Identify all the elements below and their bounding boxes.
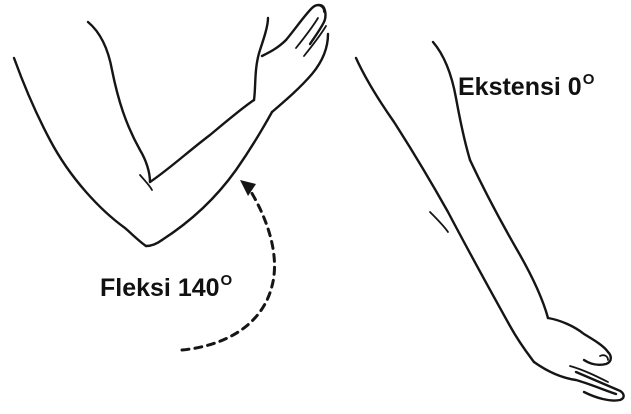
extension-degree-symbol: O	[582, 71, 595, 88]
flexed-arm-thumb	[260, 38, 288, 58]
flexion-arrow-head	[240, 180, 256, 196]
flexion-arrow	[180, 180, 276, 352]
extended-arm-bottom-line	[354, 56, 536, 364]
extended-arm-fingers	[574, 370, 625, 402]
flexed-arm-forearm-bottom	[160, 110, 274, 242]
flexed-arm-shoulder-line	[86, 20, 152, 184]
flexed-arm-fingernail	[313, 4, 325, 13]
flexed-arm-forearm-top	[148, 98, 256, 184]
flexion-label-text: Fleksi 140	[100, 274, 220, 302]
flexed-arm-hand	[252, 16, 270, 102]
extended-arm-thumb	[582, 350, 612, 366]
extended-arm-fingernail	[599, 354, 609, 361]
extended-arm-finger-line	[569, 365, 609, 383]
flexion-degree-symbol: O	[220, 272, 233, 289]
flexed-arm-elbow-point	[144, 238, 164, 248]
flexed-arm-fingers	[284, 3, 327, 46]
flexed-arm-elbow-crease	[139, 174, 153, 191]
extended-arm	[354, 40, 625, 402]
flexed-arm-finger-line-2	[303, 25, 327, 57]
flexed-arm	[12, 3, 330, 248]
flexed-arm-finger-line-1	[295, 17, 319, 49]
extended-arm-shoulder-line	[431, 40, 472, 162]
extended-arm-wrist-top	[546, 316, 610, 354]
extension-label: Ekstensi 0O	[458, 72, 594, 100]
flexed-arm-hand-back	[270, 32, 330, 114]
extended-arm-palm-bottom	[532, 360, 618, 396]
flexion-label: Fleksi 140O	[100, 273, 232, 301]
flexion-arrow-path	[180, 188, 276, 352]
extended-arm-elbow-mark	[429, 211, 449, 233]
extension-label-text: Ekstensi 0	[458, 73, 582, 101]
extended-arm-top-line	[468, 158, 550, 320]
flexed-arm-upperarm-bottom	[12, 56, 148, 248]
